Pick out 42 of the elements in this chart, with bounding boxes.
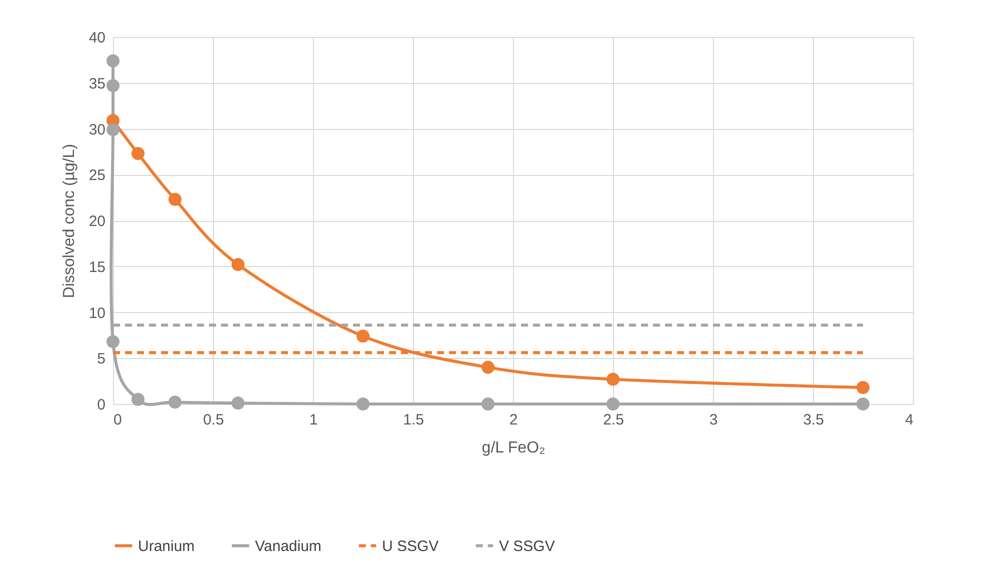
point bbox=[606, 397, 620, 411]
x-tick-label: 1.5 bbox=[403, 412, 424, 428]
point bbox=[168, 396, 182, 409]
legend-label: Vanadium bbox=[255, 538, 322, 555]
point bbox=[481, 360, 495, 374]
y-tick-label: 0 bbox=[97, 396, 106, 414]
y-tick-label: 40 bbox=[88, 30, 106, 46]
y-tick-label: 35 bbox=[88, 75, 106, 92]
point bbox=[356, 397, 370, 411]
point bbox=[856, 397, 870, 411]
x-tick-label: 3 bbox=[709, 412, 718, 428]
y-axis-title: Dissolved conc (µg/L) bbox=[60, 144, 78, 298]
point bbox=[106, 335, 120, 348]
point bbox=[106, 123, 120, 136]
y-tick-label: 5 bbox=[97, 350, 106, 368]
x-tick-label: 2.5 bbox=[603, 412, 624, 428]
point bbox=[231, 258, 245, 272]
legend-label: Uranium bbox=[138, 538, 195, 555]
y-tick-label: 25 bbox=[88, 167, 106, 184]
point bbox=[106, 54, 120, 68]
x-tick-label: 1 bbox=[309, 412, 318, 428]
point bbox=[231, 396, 245, 410]
y-tick-label: 30 bbox=[88, 121, 106, 138]
point bbox=[131, 392, 145, 406]
point bbox=[481, 397, 495, 411]
point bbox=[168, 192, 182, 206]
point bbox=[356, 330, 370, 343]
point bbox=[606, 372, 620, 386]
point bbox=[856, 380, 870, 394]
point bbox=[131, 147, 145, 160]
x-tick-label: 3.5 bbox=[803, 412, 824, 428]
y-tick-label: 20 bbox=[88, 213, 106, 230]
legend-label: V SSGV bbox=[499, 538, 555, 555]
x-tick-label: 2 bbox=[509, 412, 518, 428]
y-tick-label: 15 bbox=[88, 258, 106, 276]
x-tick-label: 0.5 bbox=[203, 412, 224, 428]
x-axis-title: g/L FeO₂ bbox=[482, 440, 546, 456]
x-tick-label: 0 bbox=[114, 412, 122, 428]
y-tick-label: 10 bbox=[88, 304, 106, 322]
point bbox=[106, 79, 120, 92]
legend-label: U SSGV bbox=[382, 538, 439, 555]
x-tick-label: 4 bbox=[905, 412, 914, 428]
